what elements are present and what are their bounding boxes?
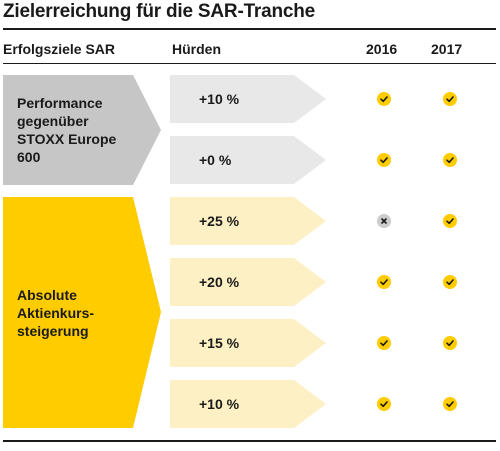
hurdle-label: +10 % bbox=[199, 396, 240, 412]
check-icon-y2017 bbox=[443, 397, 457, 411]
header-divider bbox=[3, 63, 496, 64]
hurdle-shape bbox=[170, 258, 326, 306]
hurdle-shape bbox=[170, 136, 326, 184]
hurdle-label: +20 % bbox=[199, 274, 240, 290]
hurdle-arrow bbox=[170, 136, 330, 184]
goal-absolute-line-1: Absolute bbox=[17, 287, 77, 303]
hurdle-label: +25 % bbox=[199, 213, 240, 229]
hurdle-label: +10 % bbox=[199, 91, 240, 107]
check-icon-y2017 bbox=[443, 92, 457, 106]
hurdle-shape bbox=[170, 75, 326, 123]
hurdle-arrow bbox=[170, 258, 330, 306]
check-icon-y2017 bbox=[443, 275, 457, 289]
header-2016: 2016 bbox=[366, 41, 398, 57]
hurdle-label: +15 % bbox=[199, 335, 240, 351]
goal-performance-label: Performance gegenüber STOXX Europe 600 bbox=[17, 94, 116, 166]
check-icon-y2016 bbox=[377, 336, 391, 350]
goal-performance-line-2: gegenüber bbox=[17, 113, 89, 129]
check-icon-y2016 bbox=[377, 153, 391, 167]
hurdle-arrow bbox=[170, 319, 330, 367]
goal-absolute-line-3: steigerung bbox=[17, 323, 89, 339]
goal-absolute-shape bbox=[3, 197, 161, 428]
goal-performance-line-3: STOXX Europe bbox=[17, 131, 117, 147]
goal-performance-line-4: 600 bbox=[17, 149, 41, 165]
check-icon-y2017 bbox=[443, 336, 457, 350]
check-icon-y2017 bbox=[443, 153, 457, 167]
header-2017: 2017 bbox=[431, 41, 463, 57]
goal-absolute-arrow bbox=[3, 197, 163, 428]
hurdle-label: +0 % bbox=[199, 152, 232, 168]
hurdle-shape bbox=[170, 197, 326, 245]
goal-absolute-line-2: Aktienkurs- bbox=[17, 305, 95, 321]
hurdle-shape bbox=[170, 319, 326, 367]
cross-icon-y2016 bbox=[377, 214, 391, 228]
check-icon-y2016 bbox=[377, 275, 391, 289]
header-hurdles: Hürden bbox=[172, 41, 221, 57]
hurdle-arrow bbox=[170, 380, 330, 428]
hurdle-arrow bbox=[170, 75, 330, 123]
title-divider bbox=[3, 28, 496, 30]
goal-performance-shape bbox=[3, 75, 161, 185]
check-icon-y2017 bbox=[443, 214, 457, 228]
hurdle-shape bbox=[170, 380, 326, 428]
goal-performance-arrow bbox=[3, 75, 163, 185]
bottom-divider bbox=[3, 440, 496, 442]
hurdle-arrow bbox=[170, 197, 330, 245]
goal-absolute-label: Absolute Aktienkurs- steigerung bbox=[17, 286, 94, 340]
check-icon-y2016 bbox=[377, 92, 391, 106]
header-goals: Erfolgsziele SAR bbox=[3, 41, 116, 57]
goal-performance-line-1: Performance bbox=[17, 95, 103, 111]
page-title: Zielerreichung für die SAR-Tranche bbox=[3, 1, 316, 22]
check-icon-y2016 bbox=[377, 397, 391, 411]
